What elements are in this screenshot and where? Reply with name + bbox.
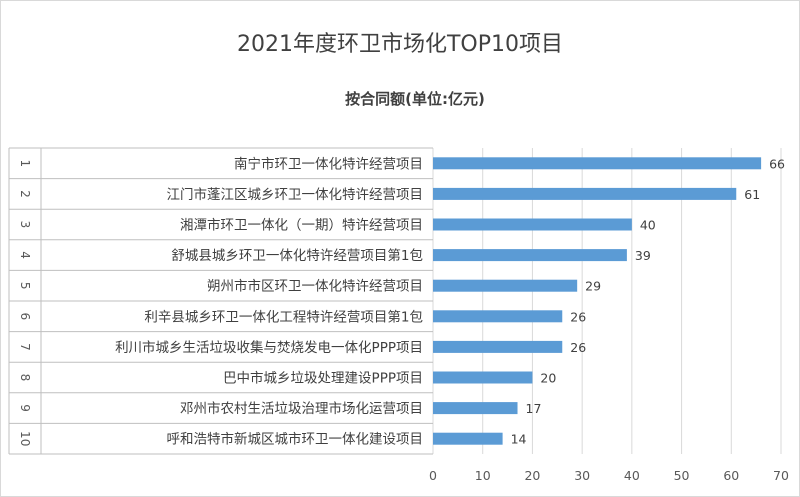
bar — [433, 249, 627, 262]
category-labels: 1 南宁市环卫一体化特许经营项目 2 江门市蓬江区城乡环卫一体化特许经营项目 3 湘潭市环… — [18, 155, 423, 447]
rank-label: 1 — [18, 159, 32, 167]
value-label: 66 — [769, 156, 785, 171]
rank-label: 9 — [18, 404, 32, 412]
bars: 66 61 40 39 29 26 26 20 17 14 — [433, 156, 785, 447]
category-label: 舒城县城乡环卫一体化特许经营项目第1包 — [171, 247, 423, 264]
rank-label: 5 — [18, 282, 32, 290]
x-tick-label: 60 — [723, 468, 739, 483]
value-label: 17 — [526, 401, 542, 416]
bar — [433, 279, 578, 292]
x-tick-label: 20 — [524, 468, 540, 483]
rank-label: 7 — [18, 343, 32, 351]
rank-label: 2 — [18, 190, 32, 198]
category-label: 朔州市市区环卫一体化特许经营项目 — [207, 278, 423, 295]
bar — [433, 310, 563, 323]
rank-label: 8 — [18, 374, 32, 382]
bar — [433, 340, 563, 353]
value-label: 61 — [744, 187, 760, 202]
value-label: 20 — [540, 371, 556, 386]
chart-subtitle: 按合同额(单位:亿元) — [345, 90, 485, 108]
value-label: 26 — [570, 340, 586, 355]
category-label: 江门市蓬江区城乡环卫一体化特许经营项目 — [167, 186, 424, 203]
rank-label: 6 — [18, 312, 32, 320]
category-label: 邓州市农村生活垃圾治理市场化运营项目 — [180, 400, 423, 417]
category-label: 呼和浩特市新城区城市环卫一体化建设项目 — [167, 431, 424, 448]
x-tick-label: 50 — [674, 468, 690, 483]
x-tick-label: 70 — [773, 468, 789, 483]
value-label: 40 — [640, 218, 656, 233]
rank-label: 3 — [18, 221, 32, 229]
x-axis-ticks: 0 10 20 30 40 50 60 70 — [429, 468, 789, 483]
category-label: 巴中市城乡垃圾处理建设PPP项目 — [223, 370, 423, 387]
value-label: 14 — [511, 432, 527, 447]
category-label: 南宁市环卫一体化特许经营项目 — [234, 155, 423, 172]
category-label: 利川市城乡生活垃圾收集与焚烧发电一体化PPP项目 — [115, 339, 423, 356]
bar — [433, 402, 518, 415]
x-tick-label: 30 — [574, 468, 590, 483]
x-tick-label: 0 — [429, 468, 437, 483]
bar — [433, 218, 632, 231]
value-label: 39 — [635, 248, 651, 263]
bar — [433, 187, 737, 200]
chart-title: 2021年度环卫市场化TOP10项目 — [237, 32, 563, 57]
value-label: 26 — [570, 309, 586, 324]
bar — [433, 432, 503, 445]
bar — [433, 157, 762, 170]
category-label: 湘潭市环卫一体化（一期）特许经营项目 — [180, 217, 423, 234]
rank-label: 10 — [18, 431, 32, 446]
rank-label: 4 — [18, 251, 32, 259]
value-label: 29 — [585, 279, 601, 294]
x-tick-label: 10 — [475, 468, 491, 483]
category-label: 利辛县城乡环卫一体化工程特许经营项目第1包 — [144, 308, 423, 325]
x-tick-label: 40 — [624, 468, 640, 483]
bar — [433, 371, 533, 384]
